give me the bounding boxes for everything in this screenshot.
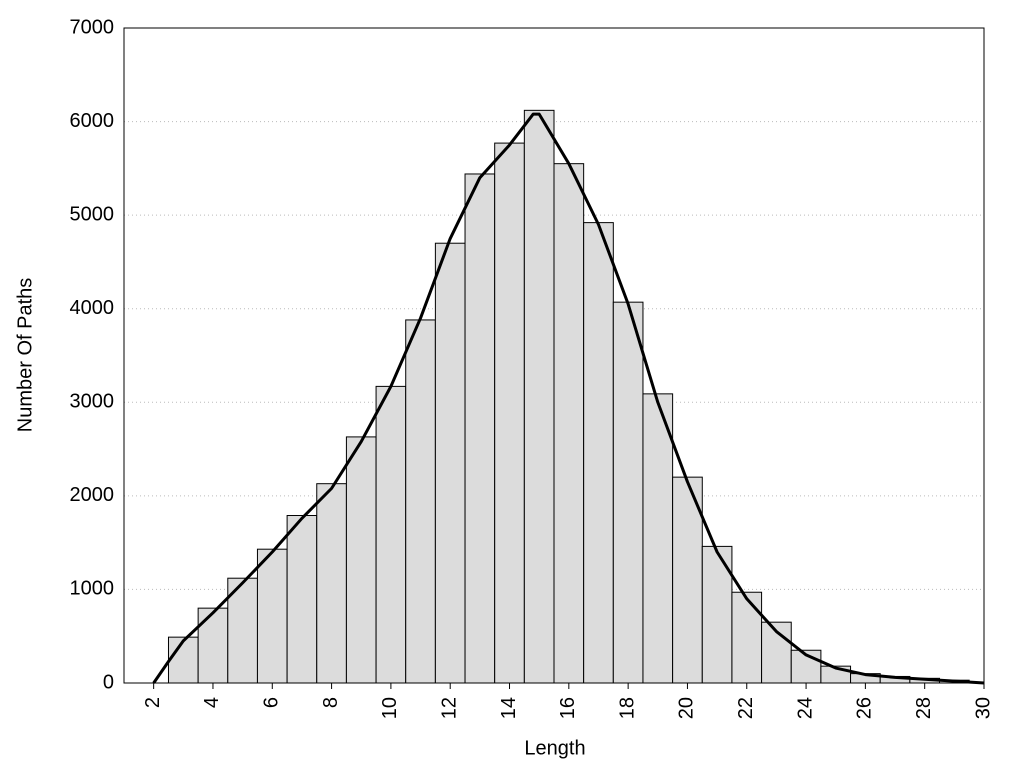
bar [375,385,407,684]
plot-frame [123,27,985,684]
bar [286,515,318,684]
bar [405,319,436,684]
x-tick-label: 16 [557,697,579,719]
x-tick-label: 22 [735,697,757,719]
x-tick-label: 12 [438,697,460,719]
x-tick-label: 6 [261,697,283,708]
bar [434,242,466,684]
bar [612,301,644,684]
x-tick-label: 30 [972,697,994,719]
x-tick-label: 20 [676,697,698,719]
bar [642,393,674,684]
bar [464,173,496,684]
bar [345,436,377,684]
y-tick-label: 3000 [70,391,115,413]
x-axis-label: Length [524,737,585,759]
y-tick-label: 5000 [70,203,115,225]
y-tick-label: 1000 [70,578,115,600]
x-tick-label: 8 [320,697,342,708]
x-tick-label: 14 [498,697,520,719]
bar [731,591,763,684]
y-tick-label: 2000 [70,484,115,506]
x-tick-label: 28 [913,697,935,719]
x-tick-label: 26 [854,697,876,719]
y-tick-label: 6000 [70,110,115,132]
bar [523,109,555,684]
bar [167,636,199,684]
x-tick-label: 24 [794,697,816,719]
density-curve [152,112,985,685]
bar [583,222,614,684]
x-tick-label: 18 [616,697,638,719]
bar [197,607,229,684]
bar [316,483,347,684]
x-tick-label: 2 [142,697,164,708]
bar [494,142,525,684]
x-tick-label: 4 [201,697,223,708]
y-tick-label: 4000 [70,297,115,319]
bar [256,548,288,684]
bar [553,163,585,684]
y-tick-label: 0 [103,671,114,693]
y-tick-label: 7000 [70,16,115,38]
x-tick-label: 10 [379,697,401,719]
y-axis-label: Number Of Paths [14,278,36,433]
